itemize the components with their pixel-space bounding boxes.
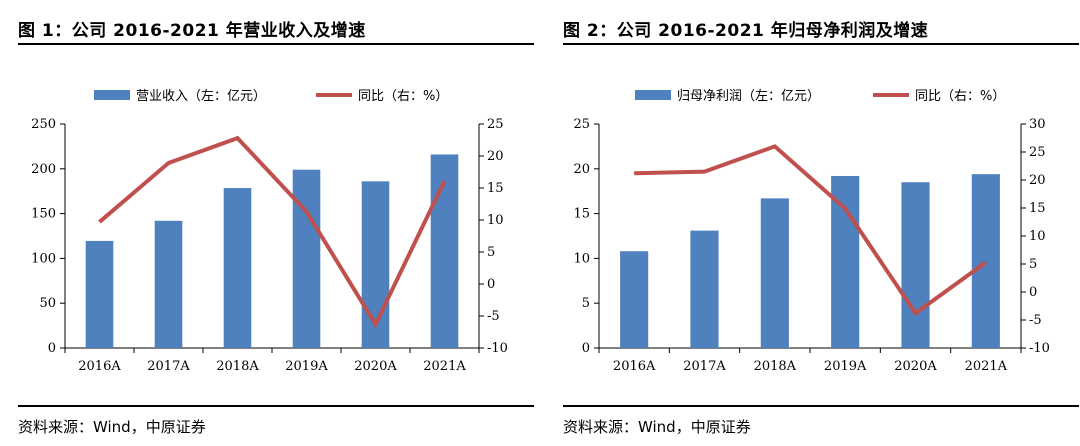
figure-2-panel: 图 2：公司 2016-2021 年归母净利润及增速 归母净利润（左：亿元） 同比… xyxy=(563,0,1079,446)
bar-2019A xyxy=(831,175,860,348)
left-tick-label: 10 xyxy=(573,251,590,266)
left-tick-label: 25 xyxy=(573,117,590,132)
figure-2-source: 资料来源：Wind，中原证券 xyxy=(563,418,751,436)
right-tick-label: 15 xyxy=(487,181,504,196)
right-tick-label: 5 xyxy=(487,245,495,260)
right-tick-label: 15 xyxy=(1029,201,1046,216)
right-tick-label: 10 xyxy=(487,213,504,228)
x-tick-label: 2016A xyxy=(78,359,121,374)
bar-2020A xyxy=(901,182,930,348)
right-tick-label: 25 xyxy=(487,117,504,132)
x-tick-label: 2017A xyxy=(147,359,190,374)
bar-2018A xyxy=(760,198,789,348)
right-tick-label: -10 xyxy=(487,341,508,356)
legend-line-label: 同比（右：%） xyxy=(915,89,1005,104)
bar-2017A xyxy=(154,220,183,348)
right-tick-label: 20 xyxy=(487,149,504,164)
bar-2019A xyxy=(292,169,321,348)
right-tick-label: 0 xyxy=(487,277,495,292)
x-tick-label: 2020A xyxy=(354,359,397,374)
right-tick-label: -10 xyxy=(1029,341,1050,356)
x-tick-label: 2016A xyxy=(613,359,656,374)
growth-line xyxy=(634,144,988,317)
left-tick-label: 5 xyxy=(582,296,590,311)
growth-line xyxy=(98,135,447,329)
figure-1-top-rule xyxy=(18,43,534,45)
bar-2016A xyxy=(85,240,114,348)
figure-1-panel: 图 1：公司 2016-2021 年营业收入及增速 营业收入（左：亿元） 同比（右… xyxy=(18,0,534,446)
bar-2021A xyxy=(430,154,459,348)
left-tick-label: 100 xyxy=(31,251,56,266)
right-tick-label: 30 xyxy=(1029,117,1046,132)
legend: 归母净利润（左：亿元） 同比（右：%） xyxy=(635,89,1005,104)
left-tick-label: 20 xyxy=(573,162,590,177)
figure-2-title: 图 2：公司 2016-2021 年归母净利润及增速 xyxy=(563,21,929,41)
figure-2-top-rule xyxy=(563,43,1079,45)
x-tick-label: 2018A xyxy=(754,359,797,374)
bar-2021A xyxy=(971,174,1000,348)
left-tick-label: 50 xyxy=(39,296,56,311)
right-tick-label: -5 xyxy=(1029,313,1042,328)
left-tick-label: 150 xyxy=(31,207,56,222)
x-tick-label: 2019A xyxy=(285,359,328,374)
x-tick-label: 2021A xyxy=(965,359,1008,374)
legend-bar-swatch xyxy=(635,90,671,100)
bar-2016A xyxy=(620,251,649,348)
left-tick-label: 15 xyxy=(573,207,590,222)
legend: 营业收入（左：亿元） 同比（右：%） xyxy=(94,89,448,104)
x-tick-label: 2018A xyxy=(216,359,259,374)
legend-line-label: 同比（右：%） xyxy=(358,89,448,104)
left-tick-label: 200 xyxy=(31,162,56,177)
left-tick-label: 250 xyxy=(31,117,56,132)
figure-2-chart: 归母净利润（左：亿元） 同比（右：%） 0 5 10 15 20 25 -10 -5 0 5 10 15 2… xyxy=(573,89,1050,374)
figure-1-title: 图 1：公司 2016-2021 年营业收入及增速 xyxy=(18,21,366,41)
right-tick-label: 25 xyxy=(1029,145,1046,160)
right-tick-label: 20 xyxy=(1029,173,1046,188)
legend-bar-label: 归母净利润（左：亿元） xyxy=(677,89,820,104)
right-tick-label: 5 xyxy=(1029,257,1037,272)
right-tick-label: 0 xyxy=(1029,285,1037,300)
figure-1-bottom-rule xyxy=(18,405,534,407)
right-tick-label: 10 xyxy=(1029,229,1046,244)
figure-1-source: 资料来源：Wind，中原证券 xyxy=(18,418,206,436)
right-tick-label: -5 xyxy=(487,309,500,324)
bar-2017A xyxy=(690,230,719,348)
x-tick-label: 2017A xyxy=(683,359,726,374)
left-tick-label: 0 xyxy=(582,341,590,356)
figure-2-bottom-rule xyxy=(563,405,1079,407)
bar-2018A xyxy=(223,188,252,348)
left-tick-label: 0 xyxy=(48,341,56,356)
x-tick-label: 2021A xyxy=(423,359,466,374)
x-tick-label: 2020A xyxy=(894,359,937,374)
legend-bar-label: 营业收入（左：亿元） xyxy=(136,89,266,104)
figure-1-chart: 营业收入（左：亿元） 同比（右：%） 0 50 100 150 200 250 -10 -5 0 5 1… xyxy=(31,89,508,374)
legend-bar-swatch xyxy=(94,90,130,100)
x-tick-label: 2019A xyxy=(824,359,867,374)
